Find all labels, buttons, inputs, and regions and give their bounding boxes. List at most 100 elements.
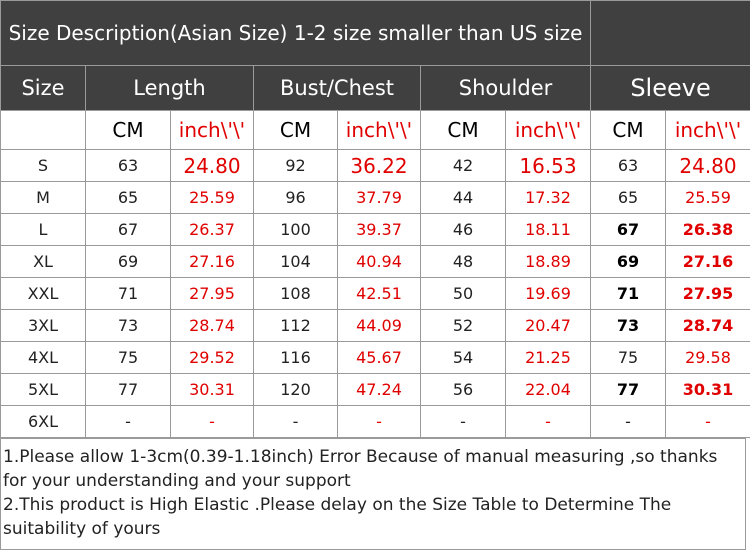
measurement: 27.95 — [170, 277, 254, 310]
size-row: S 63 24.80 92 36.22 42 16.53 63 24.80 — [0, 149, 750, 182]
size-label: M — [0, 181, 86, 214]
measurement: 112 — [253, 309, 338, 342]
size-label: 5XL — [0, 373, 86, 406]
unit-header: CM — [420, 110, 506, 150]
measurement: 36.22 — [337, 149, 421, 182]
measurement: 27.16 — [170, 245, 254, 278]
unit-header: inch\'\' — [504, 110, 592, 150]
measurement: 29.58 — [665, 341, 750, 374]
measurement: 30.31 — [170, 373, 254, 406]
measurement: 92 — [253, 149, 338, 182]
unit-header: inch\'\' — [337, 110, 421, 150]
measurement: 19.69 — [504, 277, 592, 310]
measurement: 47.24 — [337, 373, 421, 406]
size-label: 6XL — [0, 405, 86, 438]
measurement: 21.25 — [504, 341, 592, 374]
measurement: 77 — [85, 373, 171, 406]
measurement: 26.37 — [170, 213, 254, 246]
unit-header: CM — [253, 110, 338, 150]
measurement: 40.94 — [337, 245, 421, 278]
size-label: L — [0, 213, 86, 246]
column-header: Bust/Chest — [253, 65, 421, 111]
measurement: 100 — [253, 213, 338, 246]
measurement: - — [665, 405, 750, 438]
size-label: XL — [0, 245, 86, 278]
column-header: Size — [0, 65, 86, 111]
measurement: 18.11 — [504, 213, 592, 246]
measurement: 16.53 — [504, 149, 592, 182]
measurement: 50 — [420, 277, 506, 310]
measurement: - — [504, 405, 592, 438]
measurement: 27.16 — [665, 245, 750, 278]
measurement: 44.09 — [337, 309, 421, 342]
measurement: 73 — [85, 309, 171, 342]
measurement: 65 — [85, 181, 171, 214]
measurement: 25.59 — [665, 181, 750, 214]
unit-header: inch\'\' — [170, 110, 254, 150]
measurement: - — [420, 405, 506, 438]
measurement: 48 — [420, 245, 506, 278]
measurement: 30.31 — [665, 373, 750, 406]
column-header: Sleeve — [590, 65, 750, 111]
size-row: XXL 71 27.95 108 42.51 50 19.69 71 27.95 — [0, 277, 750, 310]
size-row: L 67 26.37 100 39.37 46 18.11 67 26.38 — [0, 213, 750, 246]
measurement: 120 — [253, 373, 338, 406]
measurement: 63 — [590, 149, 667, 182]
measurement: 77 — [590, 373, 667, 406]
table-title: Size Description(Asian Size) 1-2 size sm… — [0, 0, 592, 66]
measurement: 67 — [590, 213, 667, 246]
measurement: 54 — [420, 341, 506, 374]
column-header-row: Size Length Bust/Chest Shoulder Sleeve — [0, 65, 750, 111]
size-label: S — [0, 149, 86, 182]
measurement: 46 — [420, 213, 506, 246]
unit-header: inch\'\' — [665, 110, 750, 150]
measurement: 22.04 — [504, 373, 592, 406]
measurement: 67 — [85, 213, 171, 246]
measurement: 29.52 — [170, 341, 254, 374]
size-label: XXL — [0, 277, 86, 310]
measurement: 73 — [590, 309, 667, 342]
note: 1.Please allow 1-3cm(0.39-1.18inch) Erro… — [3, 447, 718, 491]
measurement: 28.74 — [665, 309, 750, 342]
size-row: 4XL 75 29.52 116 45.67 54 21.25 75 29.58 — [0, 341, 750, 374]
measurement: 39.37 — [337, 213, 421, 246]
size-label: 3XL — [0, 309, 86, 342]
measurement: 18.89 — [504, 245, 592, 278]
unit-header: CM — [590, 110, 667, 150]
title-row: Size Description(Asian Size) 1-2 size sm… — [0, 0, 750, 66]
measurement: 71 — [590, 277, 667, 310]
measurement: 45.67 — [337, 341, 421, 374]
measurement: 69 — [590, 245, 667, 278]
measurement: 56 — [420, 373, 506, 406]
measurement: 52 — [420, 309, 506, 342]
measurement: 75 — [590, 341, 667, 374]
header-cell — [590, 0, 750, 66]
measurement: 37.79 — [337, 181, 421, 214]
measurement: 44 — [420, 181, 506, 214]
unit-header: CM — [85, 110, 171, 150]
measurement: 17.32 — [504, 181, 592, 214]
measurement: 24.80 — [170, 149, 254, 182]
note: 2.This product is High Elastic .Please d… — [3, 495, 672, 539]
unit-cell — [0, 110, 86, 150]
notes: 1.Please allow 1-3cm(0.39-1.18inch) Erro… — [0, 438, 746, 550]
measurement: 42.51 — [337, 277, 421, 310]
measurement: 116 — [253, 341, 338, 374]
measurement: 28.74 — [170, 309, 254, 342]
measurement: 75 — [85, 341, 171, 374]
measurement: 104 — [253, 245, 338, 278]
measurement: 27.95 — [665, 277, 750, 310]
measurement: 24.80 — [665, 149, 750, 182]
measurement: 63 — [85, 149, 171, 182]
size-row: 3XL 73 28.74 112 44.09 52 20.47 73 28.74 — [0, 309, 750, 342]
measurement: 69 — [85, 245, 171, 278]
size-row: 5XL 77 30.31 120 47.24 56 22.04 77 30.31 — [0, 373, 750, 406]
size-table: Size Description(Asian Size) 1-2 size sm… — [0, 0, 750, 438]
size-label: 4XL — [0, 341, 86, 374]
measurement: - — [253, 405, 338, 438]
size-row: XL 69 27.16 104 40.94 48 18.89 69 27.16 — [0, 245, 750, 278]
column-header: Shoulder — [419, 65, 592, 111]
measurement: 96 — [253, 181, 338, 214]
